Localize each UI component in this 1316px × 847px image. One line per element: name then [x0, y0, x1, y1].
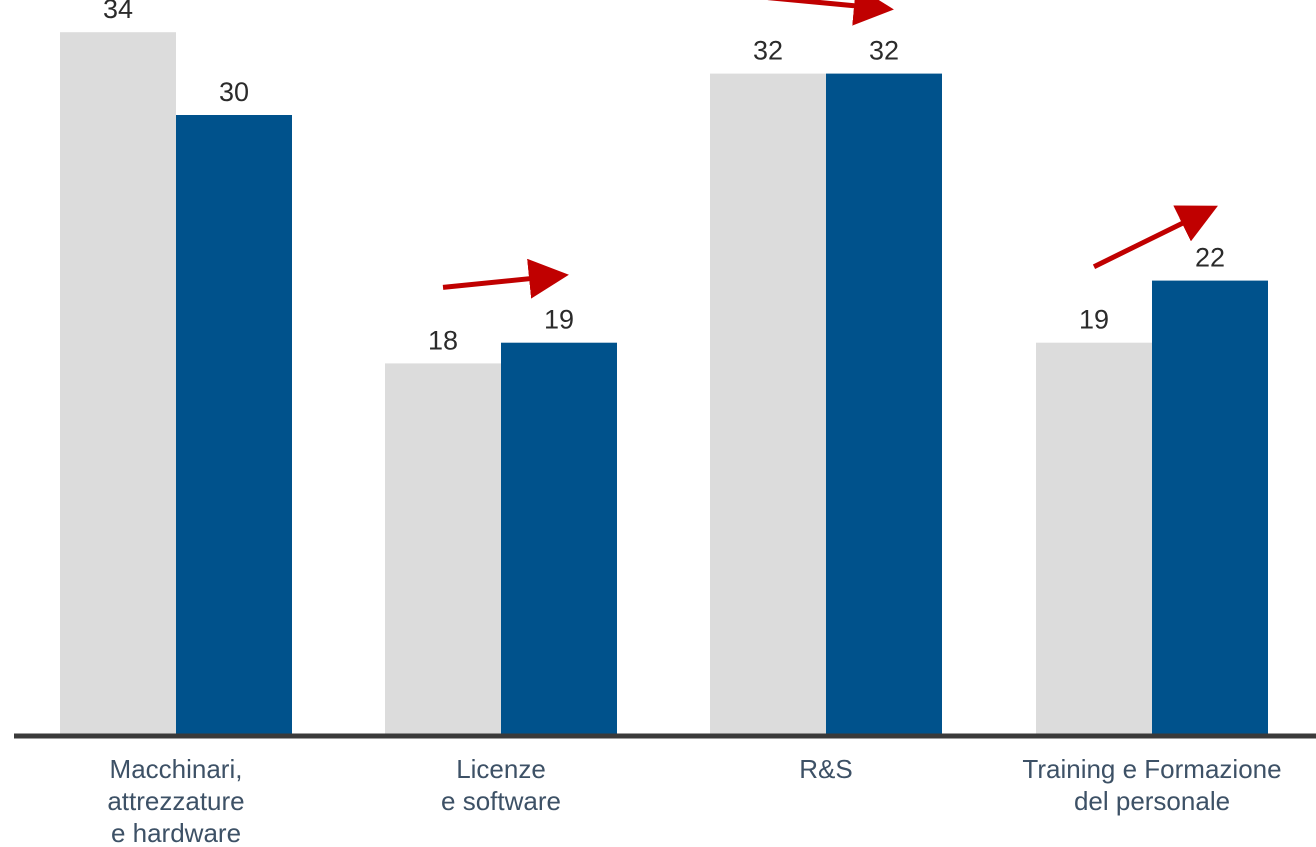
category-label-line: del personale: [1074, 786, 1230, 816]
data-label-series-2-cat-2: 19: [544, 305, 574, 335]
category-label-3: R&S: [799, 754, 852, 784]
category-label-line: R&S: [799, 754, 852, 784]
trend-arrow-cat-3: [767, 0, 894, 26]
category-label-4: Training e Formazione del personale: [1022, 754, 1281, 816]
data-label-series-1-cat-1: 34: [103, 0, 133, 24]
category-label-line: e hardware: [111, 818, 241, 847]
data-label-series-2-cat-3: 32: [869, 36, 899, 66]
bar-series-2-cat-3: [826, 73, 942, 737]
category-label-line: Macchinari,: [110, 754, 243, 784]
data-label-series-2-cat-4: 22: [1195, 243, 1225, 273]
data-label-series-1-cat-3: 32: [753, 36, 783, 66]
value-labels-layer: 34 30 18 19 32 32 19 22: [103, 0, 1225, 355]
bar-series-1-cat-3: [710, 73, 826, 737]
bar-series-2-cat-4: [1152, 280, 1268, 736]
category-label-line: attrezzature: [107, 786, 244, 816]
data-label-series-1-cat-4: 19: [1079, 305, 1109, 335]
bar-series-1-cat-2: [385, 363, 501, 736]
trend-arrow-cat-2: [442, 258, 569, 299]
data-label-series-1-cat-2: 18: [428, 325, 458, 355]
category-label-2: Licenze e software: [441, 754, 561, 816]
bar-series-1-cat-4: [1036, 342, 1152, 736]
bar-series-2-cat-2: [501, 342, 617, 736]
bars-layer: [60, 32, 1268, 737]
category-labels-layer: Macchinari, attrezzature e hardware Licenze…: [107, 754, 1281, 847]
category-label-line: e software: [441, 786, 561, 816]
trend-arrow-cat-4: [1092, 205, 1218, 269]
bar-series-1-cat-1: [60, 32, 176, 736]
category-label-1: Macchinari, attrezzature e hardware: [107, 754, 244, 847]
data-label-series-2-cat-1: 30: [219, 77, 249, 107]
bar-series-2-cat-1: [176, 115, 292, 736]
category-label-line: Training e Formazione: [1022, 754, 1281, 784]
trend-arrows-layer: [442, 0, 1218, 299]
category-label-line: Licenze: [456, 754, 546, 784]
